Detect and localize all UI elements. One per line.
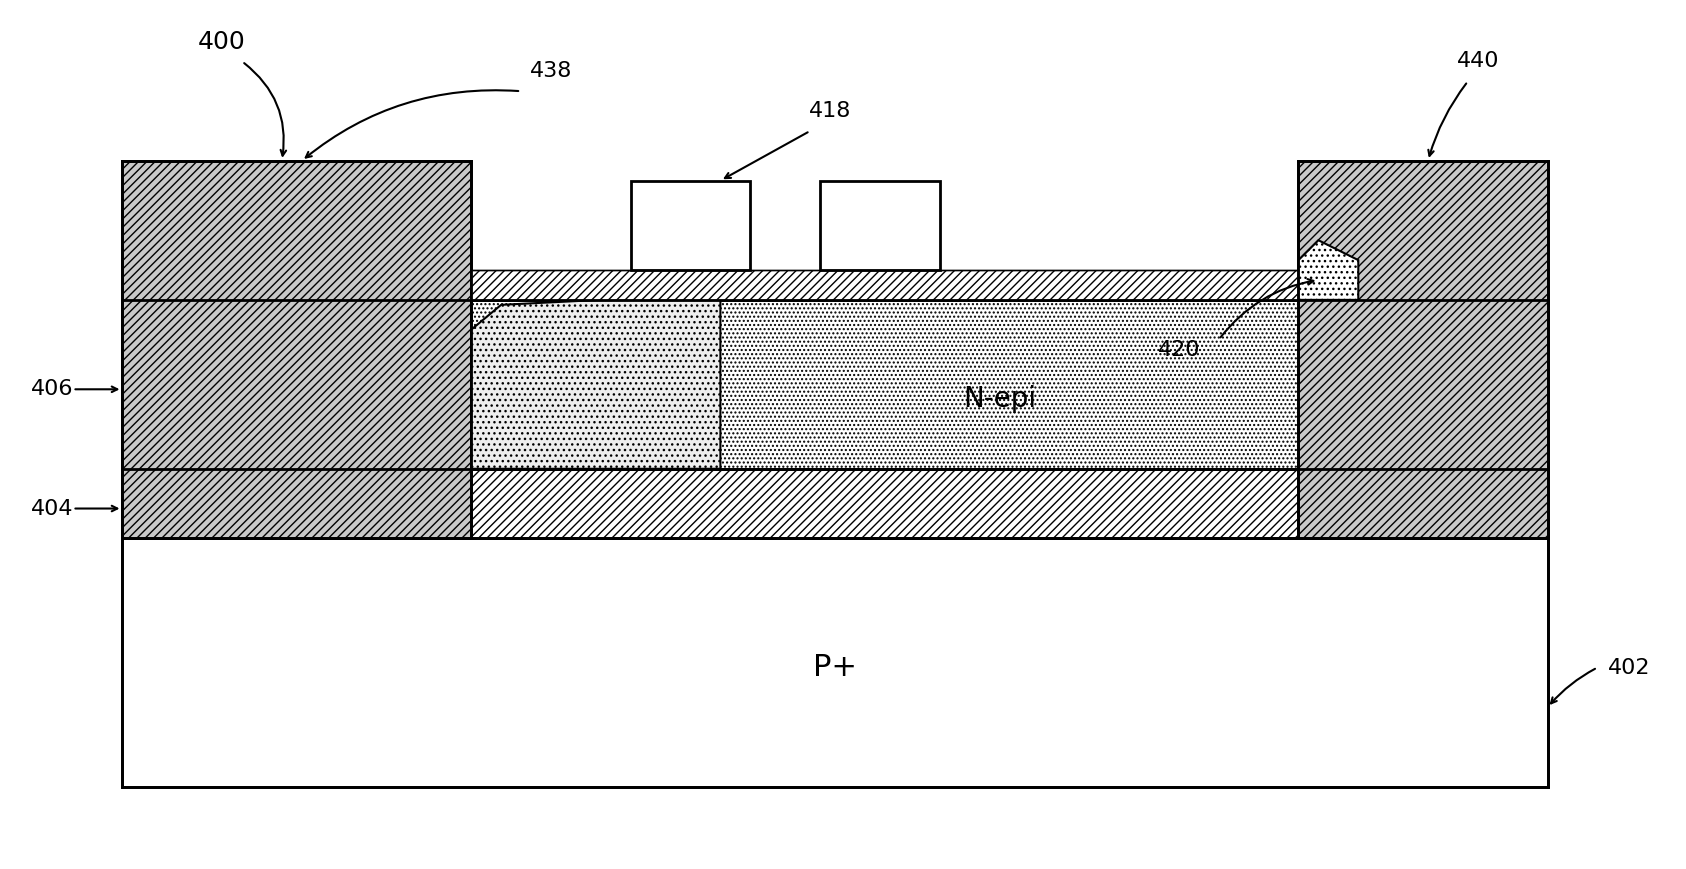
Polygon shape bbox=[470, 300, 720, 468]
Bar bbox=[123, 161, 470, 538]
Text: 440: 440 bbox=[1457, 51, 1499, 71]
Text: 418: 418 bbox=[809, 101, 851, 121]
Text: 420: 420 bbox=[1158, 340, 1200, 360]
Bar bbox=[123, 161, 470, 538]
Bar bbox=[1298, 161, 1548, 538]
Bar bbox=[123, 468, 1548, 538]
Text: 438: 438 bbox=[529, 62, 572, 82]
Text: 404: 404 bbox=[32, 499, 74, 519]
Bar bbox=[470, 270, 1298, 300]
Text: 402: 402 bbox=[1607, 658, 1651, 678]
Text: N-epi: N-epi bbox=[963, 385, 1035, 414]
Text: P+: P+ bbox=[813, 653, 856, 682]
Bar bbox=[123, 538, 1548, 786]
Text: 400: 400 bbox=[199, 30, 246, 54]
Bar bbox=[470, 300, 1298, 468]
Text: 406: 406 bbox=[32, 379, 74, 399]
Bar bbox=[1298, 161, 1548, 538]
Polygon shape bbox=[1298, 240, 1359, 300]
Bar bbox=[819, 181, 939, 270]
Bar bbox=[123, 300, 1548, 468]
Bar bbox=[631, 181, 750, 270]
